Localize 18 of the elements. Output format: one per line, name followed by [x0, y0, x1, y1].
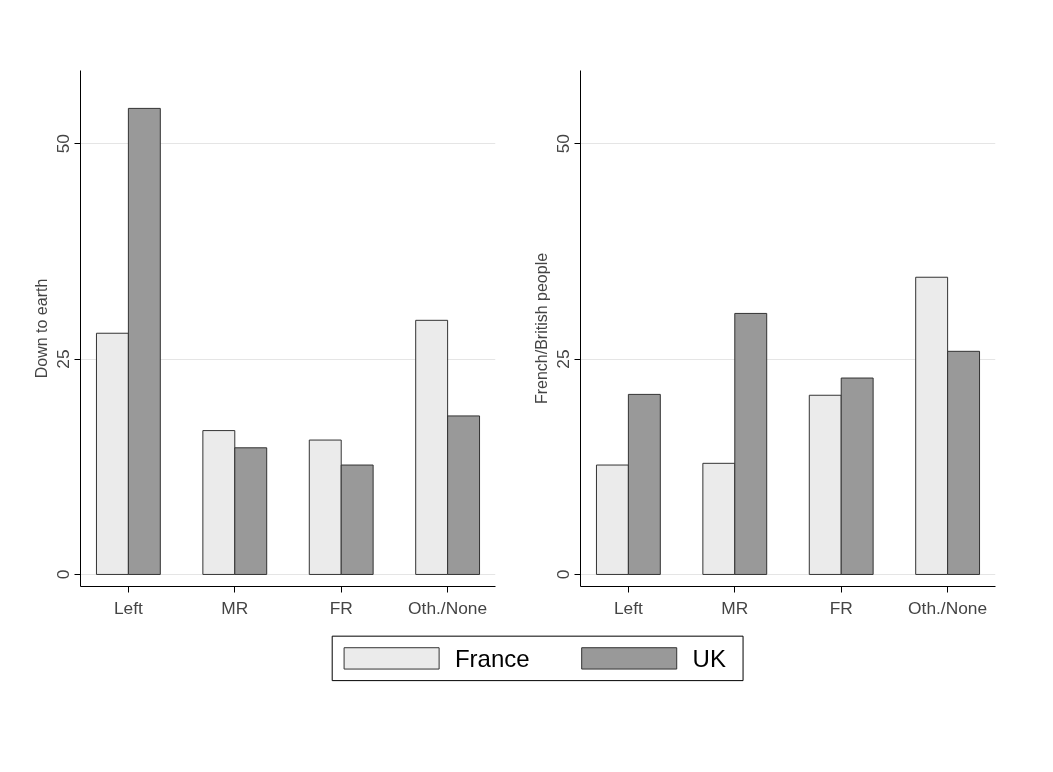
y-tick-label: 50 — [53, 134, 74, 154]
y-axis-title: French/British people — [532, 252, 550, 405]
x-tick-label: Left — [113, 597, 144, 618]
x-tick-label: FR — [329, 597, 353, 618]
y-tick-label: 0 — [553, 569, 574, 580]
y-tick-label: 25 — [53, 349, 74, 369]
y-tick-label: 25 — [553, 349, 574, 369]
x-tick-label: Oth./None — [908, 597, 988, 618]
x-tick-label: Left — [613, 597, 644, 618]
x-tick-label: MR — [721, 597, 749, 618]
y-tick-label: 0 — [53, 569, 74, 580]
x-tick-label: Oth./None — [408, 597, 488, 618]
y-axis-title: Down to earth — [32, 278, 50, 379]
y-tick-label: 50 — [553, 134, 574, 154]
legend-label: France — [454, 644, 530, 672]
legend-label: UK — [692, 644, 726, 672]
x-tick-label: MR — [221, 597, 249, 618]
x-tick-label: FR — [829, 597, 853, 618]
